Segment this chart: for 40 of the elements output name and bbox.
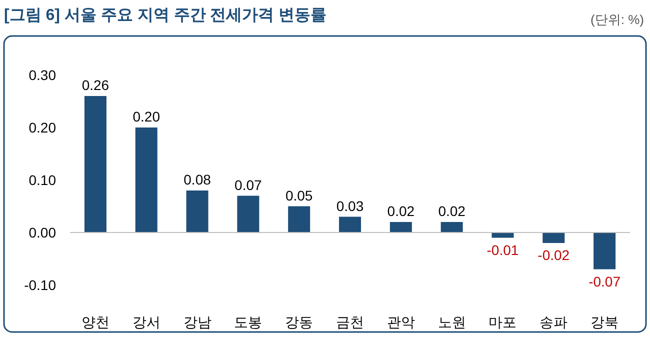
data-label: 0.02 xyxy=(387,203,415,219)
bar xyxy=(390,222,412,232)
x-tick-label: 강북 xyxy=(590,314,619,330)
x-tick-label: 강남 xyxy=(183,314,212,330)
data-label: 0.03 xyxy=(336,198,364,214)
x-tick-label: 노원 xyxy=(438,314,466,330)
data-label: -0.07 xyxy=(588,273,621,290)
data-label: 0.02 xyxy=(438,203,466,219)
x-tick-label: 관악 xyxy=(386,314,415,330)
bar xyxy=(135,128,158,232)
x-tick-label: 양천 xyxy=(81,314,110,330)
data-label: 0.05 xyxy=(285,187,313,204)
x-tick-label: 금천 xyxy=(336,314,364,330)
y-tick-label: 0.30 xyxy=(28,67,56,83)
bar xyxy=(339,216,361,232)
y-tick-label: -0.10 xyxy=(24,277,56,293)
bar xyxy=(288,206,310,232)
bar xyxy=(237,196,260,232)
chart-title: [그림 6] 서울 주요 지역 주간 전세가격 변동률 xyxy=(4,7,327,24)
x-tick-label: 강동 xyxy=(285,314,314,330)
data-label: 0.07 xyxy=(234,176,262,193)
data-label: -0.01 xyxy=(486,242,519,258)
x-tick-label: 강서 xyxy=(132,314,160,330)
y-tick-label: 0.10 xyxy=(28,172,56,188)
x-tick-label: 마포 xyxy=(488,314,517,330)
bar xyxy=(492,232,514,238)
x-tick-label: 송파 xyxy=(540,314,568,330)
x-tick-label: 도봉 xyxy=(234,314,262,330)
text: (단위: %) xyxy=(590,12,644,27)
y-tick-label: 0.00 xyxy=(28,224,56,240)
data-label: 0.26 xyxy=(82,77,110,93)
bar xyxy=(440,222,463,232)
y-tick-label: 0.20 xyxy=(28,120,56,136)
data-label: 0.08 xyxy=(184,172,212,188)
bar xyxy=(84,96,106,232)
data-label: -0.02 xyxy=(538,247,570,263)
bar xyxy=(186,190,208,232)
bar xyxy=(542,232,565,243)
bar xyxy=(594,232,616,270)
data-label: 0.20 xyxy=(132,108,160,124)
